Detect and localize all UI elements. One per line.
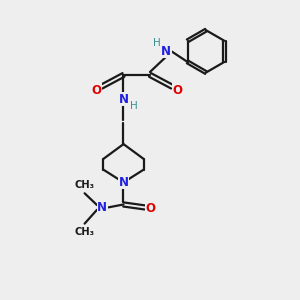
Text: N: N <box>97 201 107 214</box>
Text: H: H <box>130 101 138 111</box>
Text: O: O <box>172 84 182 97</box>
Text: O: O <box>91 84 101 97</box>
Text: CH₃: CH₃ <box>74 180 94 190</box>
Text: N: N <box>118 93 128 106</box>
Text: H: H <box>153 38 160 48</box>
Text: CH₃: CH₃ <box>74 226 94 237</box>
Text: N: N <box>161 45 171 58</box>
Text: O: O <box>146 202 156 215</box>
Text: N: N <box>118 176 128 189</box>
